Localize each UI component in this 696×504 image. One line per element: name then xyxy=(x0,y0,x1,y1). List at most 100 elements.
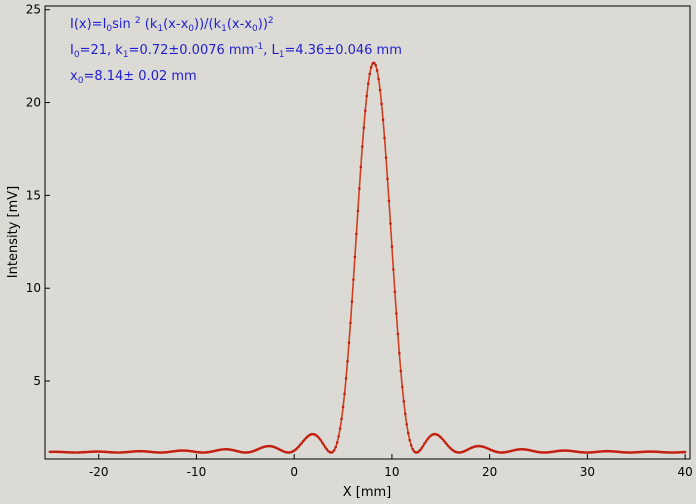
x-tick-label: -20 xyxy=(89,465,109,479)
fit-curve-group xyxy=(49,61,686,454)
data-point xyxy=(384,156,388,159)
data-point xyxy=(362,126,366,130)
data-point xyxy=(349,321,352,325)
data-point xyxy=(395,312,398,315)
data-point xyxy=(383,136,386,140)
data-point xyxy=(356,209,360,213)
params-sub: 1 xyxy=(279,50,285,60)
data-point xyxy=(440,437,444,441)
x0-part: =8.14± 0.02 mm xyxy=(83,69,196,84)
formula-part: )) xyxy=(258,17,268,32)
data-point xyxy=(423,442,426,445)
y-tick-label: 5 xyxy=(33,374,41,388)
fit-line xyxy=(49,61,686,454)
data-point xyxy=(301,440,305,443)
data-points-group xyxy=(48,61,687,454)
data-point xyxy=(321,441,324,444)
params-part: , L xyxy=(263,43,279,58)
x0-part: x xyxy=(70,69,78,84)
data-point xyxy=(363,109,367,113)
data-point xyxy=(377,77,380,81)
data-point xyxy=(389,222,392,225)
params-part: =21, k xyxy=(80,43,124,58)
data-point xyxy=(393,290,397,294)
data-point xyxy=(411,447,414,451)
data-point xyxy=(355,232,358,236)
data-point xyxy=(298,443,302,447)
formula-part: I(x)=I xyxy=(70,17,106,32)
x-tick-label: 20 xyxy=(482,465,497,479)
fit-x0: x0=8.14± 0.02 mm xyxy=(70,69,197,86)
formula-sub: 0 xyxy=(252,24,258,34)
y-axis-ticks: 5 10 15 20 25 xyxy=(26,3,50,388)
data-point xyxy=(390,245,394,248)
data-point xyxy=(445,442,449,446)
data-point xyxy=(399,369,403,373)
x0-sub: 0 xyxy=(78,76,84,86)
params-sub: 1 xyxy=(123,50,129,60)
x-tick-label: 0 xyxy=(290,465,298,479)
formula-part: sin xyxy=(112,17,135,32)
formula-sub: 1 xyxy=(221,24,227,34)
x-tick-label: 30 xyxy=(580,465,595,479)
data-point xyxy=(402,400,406,403)
data-point xyxy=(421,444,425,448)
plot-frame xyxy=(44,5,691,460)
data-point xyxy=(341,405,345,409)
fit-params: I0=21, k1=0.72±0.0076 mm-1, L1=4.36±0.04… xyxy=(70,42,402,60)
x-axis-label: X [mm] xyxy=(343,485,392,500)
formula-sub: 0 xyxy=(106,24,112,34)
x-tick-label: 40 xyxy=(677,465,692,479)
data-point xyxy=(322,443,326,447)
formula-sup: 2 xyxy=(268,16,274,26)
fit-formula: I(x)=I0sin 2 (k1(x-x0))/(k1(x-x0))2 xyxy=(70,16,274,34)
data-point xyxy=(340,417,343,421)
data-point xyxy=(372,61,376,65)
formula-part: (x-x xyxy=(227,17,252,32)
data-point xyxy=(401,385,404,389)
data-point xyxy=(324,445,327,449)
data-point xyxy=(375,69,379,72)
formula-part: ))/(k xyxy=(194,17,222,32)
params-sup: -1 xyxy=(254,42,263,52)
data-point xyxy=(443,441,447,444)
data-point xyxy=(418,448,422,452)
data-point xyxy=(332,448,336,452)
data-point xyxy=(365,94,369,98)
data-point xyxy=(343,392,346,395)
data-point xyxy=(352,278,355,281)
data-point xyxy=(424,440,428,443)
data-point xyxy=(331,450,335,454)
y-tick-label: 25 xyxy=(26,3,41,17)
formula-part: (x-x xyxy=(163,17,188,32)
data-point xyxy=(325,448,329,451)
params-sub: 0 xyxy=(74,50,80,60)
data-point xyxy=(408,438,412,442)
data-point xyxy=(420,446,423,450)
data-point xyxy=(378,88,382,92)
data-point xyxy=(346,360,349,363)
formula-sub: 1 xyxy=(157,24,163,34)
data-point xyxy=(387,199,391,203)
x-axis-ticks: -20 -10 0 10 20 30 40 xyxy=(89,454,693,479)
data-point xyxy=(318,437,321,440)
data-point xyxy=(319,439,323,442)
y-axis-label: Intensity [mV] xyxy=(6,186,21,278)
data-point xyxy=(683,450,687,454)
formula-part: (k xyxy=(141,17,158,32)
data-point xyxy=(337,435,340,438)
data-point xyxy=(368,72,372,76)
data-point xyxy=(386,177,389,181)
data-point xyxy=(353,255,357,259)
data-point xyxy=(403,412,407,416)
data-point xyxy=(369,65,373,69)
data-point xyxy=(442,439,446,442)
data-point xyxy=(381,118,385,122)
data-point xyxy=(335,441,339,444)
data-point xyxy=(405,423,409,426)
formula-sup: 2 xyxy=(135,16,141,26)
y-tick-label: 15 xyxy=(26,188,41,202)
data-point xyxy=(334,445,337,449)
data-point xyxy=(361,145,364,148)
